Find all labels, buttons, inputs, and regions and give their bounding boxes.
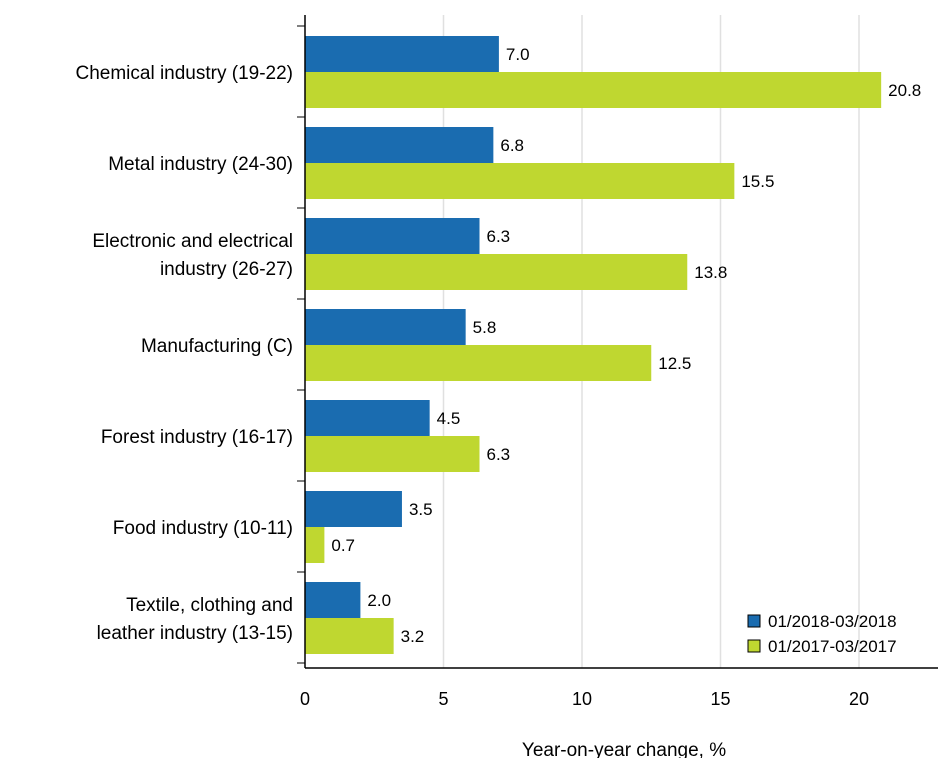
bar-series2 [305, 345, 652, 381]
data-label: 4.5 [437, 409, 461, 428]
x-tick-label: 0 [300, 689, 310, 709]
x-tick-label: 10 [572, 689, 592, 709]
category-label: Chemical industry (19-22) [75, 63, 293, 84]
bar-series1 [305, 127, 494, 163]
category-label: Electronic and electrical [92, 231, 293, 252]
gridlines [442, 15, 860, 668]
category-label: Food industry (10-11) [113, 518, 293, 539]
category-label: industry (26-27) [160, 259, 293, 280]
bar-series1 [305, 582, 361, 618]
data-label: 6.3 [487, 445, 511, 464]
data-label: 3.2 [401, 627, 425, 646]
x-tick-label: 5 [438, 689, 448, 709]
legend-swatch [747, 614, 761, 628]
data-label: 0.7 [331, 536, 355, 555]
bar-series2 [305, 527, 325, 563]
x-axis-title: Year-on-year change, % [522, 740, 726, 758]
data-label: 7.0 [506, 45, 530, 64]
axes [297, 15, 938, 669]
data-label: 5.8 [473, 318, 497, 337]
x-tick-label: 15 [710, 689, 730, 709]
bar-series2 [305, 72, 882, 108]
category-label: Metal industry (24-30) [108, 154, 293, 175]
data-label: 12.5 [658, 354, 691, 373]
legend-swatch [747, 639, 761, 653]
category-label: Forest industry (16-17) [101, 427, 293, 448]
category-label: Textile, clothing and [126, 595, 293, 616]
bar-series1 [305, 36, 499, 72]
x-tick-labels: 0 5 10 15 20 [300, 689, 869, 709]
legend-label: 01/2018-03/2018 [768, 612, 897, 631]
data-label: 6.8 [500, 136, 524, 155]
bar-series2 [305, 163, 735, 199]
bar-series2 [305, 436, 480, 472]
data-label: 13.8 [694, 263, 727, 282]
bar-series1 [305, 400, 430, 436]
category-label: leather industry (13-15) [97, 623, 293, 644]
bar-series2 [305, 254, 688, 290]
bar-series1 [305, 309, 466, 345]
data-label: 20.8 [888, 81, 921, 100]
data-label: 15.5 [741, 172, 774, 191]
data-labels: 7.0 20.8 6.8 15.5 6.3 13.8 5.8 12.5 4.5 6.3 3.5 0.7… [331, 45, 921, 646]
data-label: 3.5 [409, 500, 433, 519]
data-label: 2.0 [367, 591, 391, 610]
data-label: 6.3 [487, 227, 511, 246]
legend: 01/2018-03/2018 01/2017-03/2017 [747, 612, 897, 656]
bars [305, 36, 882, 654]
bar-series1 [305, 218, 480, 254]
category-labels: Chemical industry (19-22) Metal industry … [75, 63, 293, 644]
category-label: Manufacturing (C) [141, 336, 293, 357]
legend-label: 01/2017-03/2017 [768, 637, 897, 656]
bar-series2 [305, 618, 394, 654]
bar-series1 [305, 491, 402, 527]
x-tick-label: 20 [849, 689, 869, 709]
